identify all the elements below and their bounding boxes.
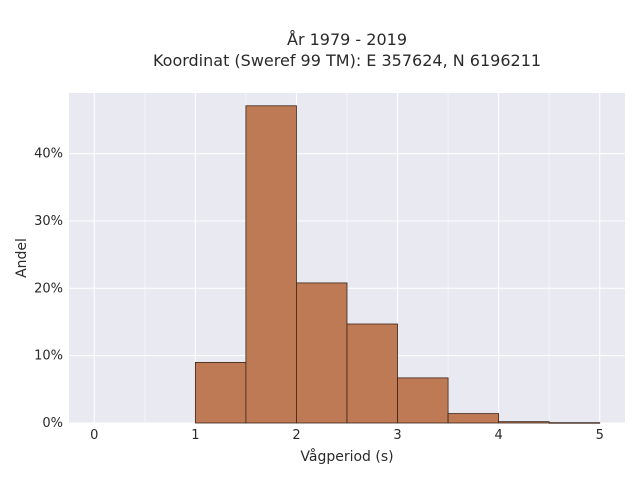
histogram-bar — [296, 282, 348, 424]
histogram-bar — [447, 413, 500, 424]
bars — [194, 105, 601, 424]
x-tick-label: 0 — [90, 428, 98, 443]
y-tick-label: 40% — [34, 147, 63, 162]
y-tick-label: 10% — [34, 349, 63, 364]
y-tick-label: 20% — [34, 281, 63, 296]
x-tick-label: 5 — [596, 428, 604, 443]
histogram-bar — [245, 105, 297, 424]
x-tick-labels: 0 1 2 3 4 5 — [90, 428, 604, 443]
histogram-bar — [194, 361, 247, 424]
x-tick-label: 4 — [494, 428, 502, 443]
histogram-bar — [548, 422, 601, 424]
y-tick-label: 0% — [42, 416, 63, 431]
y-tick-labels: 0% 10% 20% 30% 40% — [34, 147, 63, 431]
y-tick-label: 30% — [34, 214, 63, 229]
histogram-bar — [346, 323, 398, 424]
y-axis-label: Andel — [14, 238, 30, 278]
histogram-bar — [498, 421, 550, 424]
chart-title-line1: År 1979 - 2019 — [287, 30, 407, 49]
x-tick-label: 3 — [393, 428, 401, 443]
x-axis-label: Vågperiod (s) — [300, 448, 393, 465]
chart-title-line2: Koordinat (Sweref 99 TM): E 357624, N 61… — [153, 51, 541, 70]
x-tick-label: 2 — [292, 428, 300, 443]
x-tick-label: 1 — [191, 428, 199, 443]
histogram-bar — [397, 377, 449, 424]
